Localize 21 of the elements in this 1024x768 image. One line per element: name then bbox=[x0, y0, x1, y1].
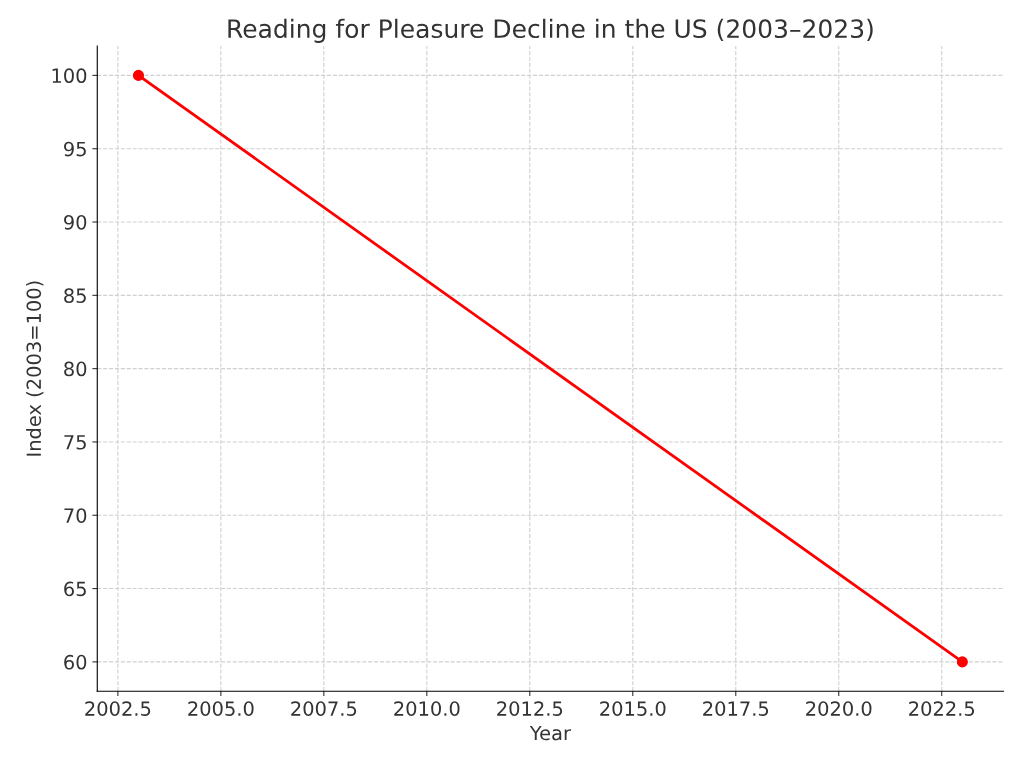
chart-title: Reading for Pleasure Decline in the US (2003–2023) bbox=[228, 18, 873, 43]
x-tick-label: 2015.0 bbox=[600, 701, 666, 716]
y-tick-label: 100 bbox=[52, 68, 87, 84]
y-tick-label: 65 bbox=[64, 581, 86, 597]
x-tick-label: 2010.0 bbox=[394, 701, 460, 716]
x-tick-label: 2017.5 bbox=[703, 701, 769, 716]
y-tick-label: 60 bbox=[64, 654, 87, 670]
y-axis-title: Index (2003=100) bbox=[26, 281, 44, 456]
x-tick-label: 2007.5 bbox=[291, 701, 357, 716]
x-axis-title: Year bbox=[529, 725, 571, 741]
x-tick-label: 2005.0 bbox=[188, 701, 254, 716]
y-tick-label: 85 bbox=[64, 288, 86, 303]
x-tick-label: 2012.5 bbox=[497, 701, 563, 716]
x-tick-label: 2022.5 bbox=[909, 701, 975, 716]
y-tick-label: 95 bbox=[64, 141, 86, 157]
x-tick-label: 2020.0 bbox=[806, 701, 872, 716]
y-tick-label: 75 bbox=[64, 435, 86, 450]
y-tick-label: 70 bbox=[64, 508, 87, 523]
y-tick-label: 90 bbox=[64, 214, 87, 230]
y-tick-label: 80 bbox=[64, 361, 87, 377]
x-tick-label: 2002.5 bbox=[85, 701, 151, 716]
